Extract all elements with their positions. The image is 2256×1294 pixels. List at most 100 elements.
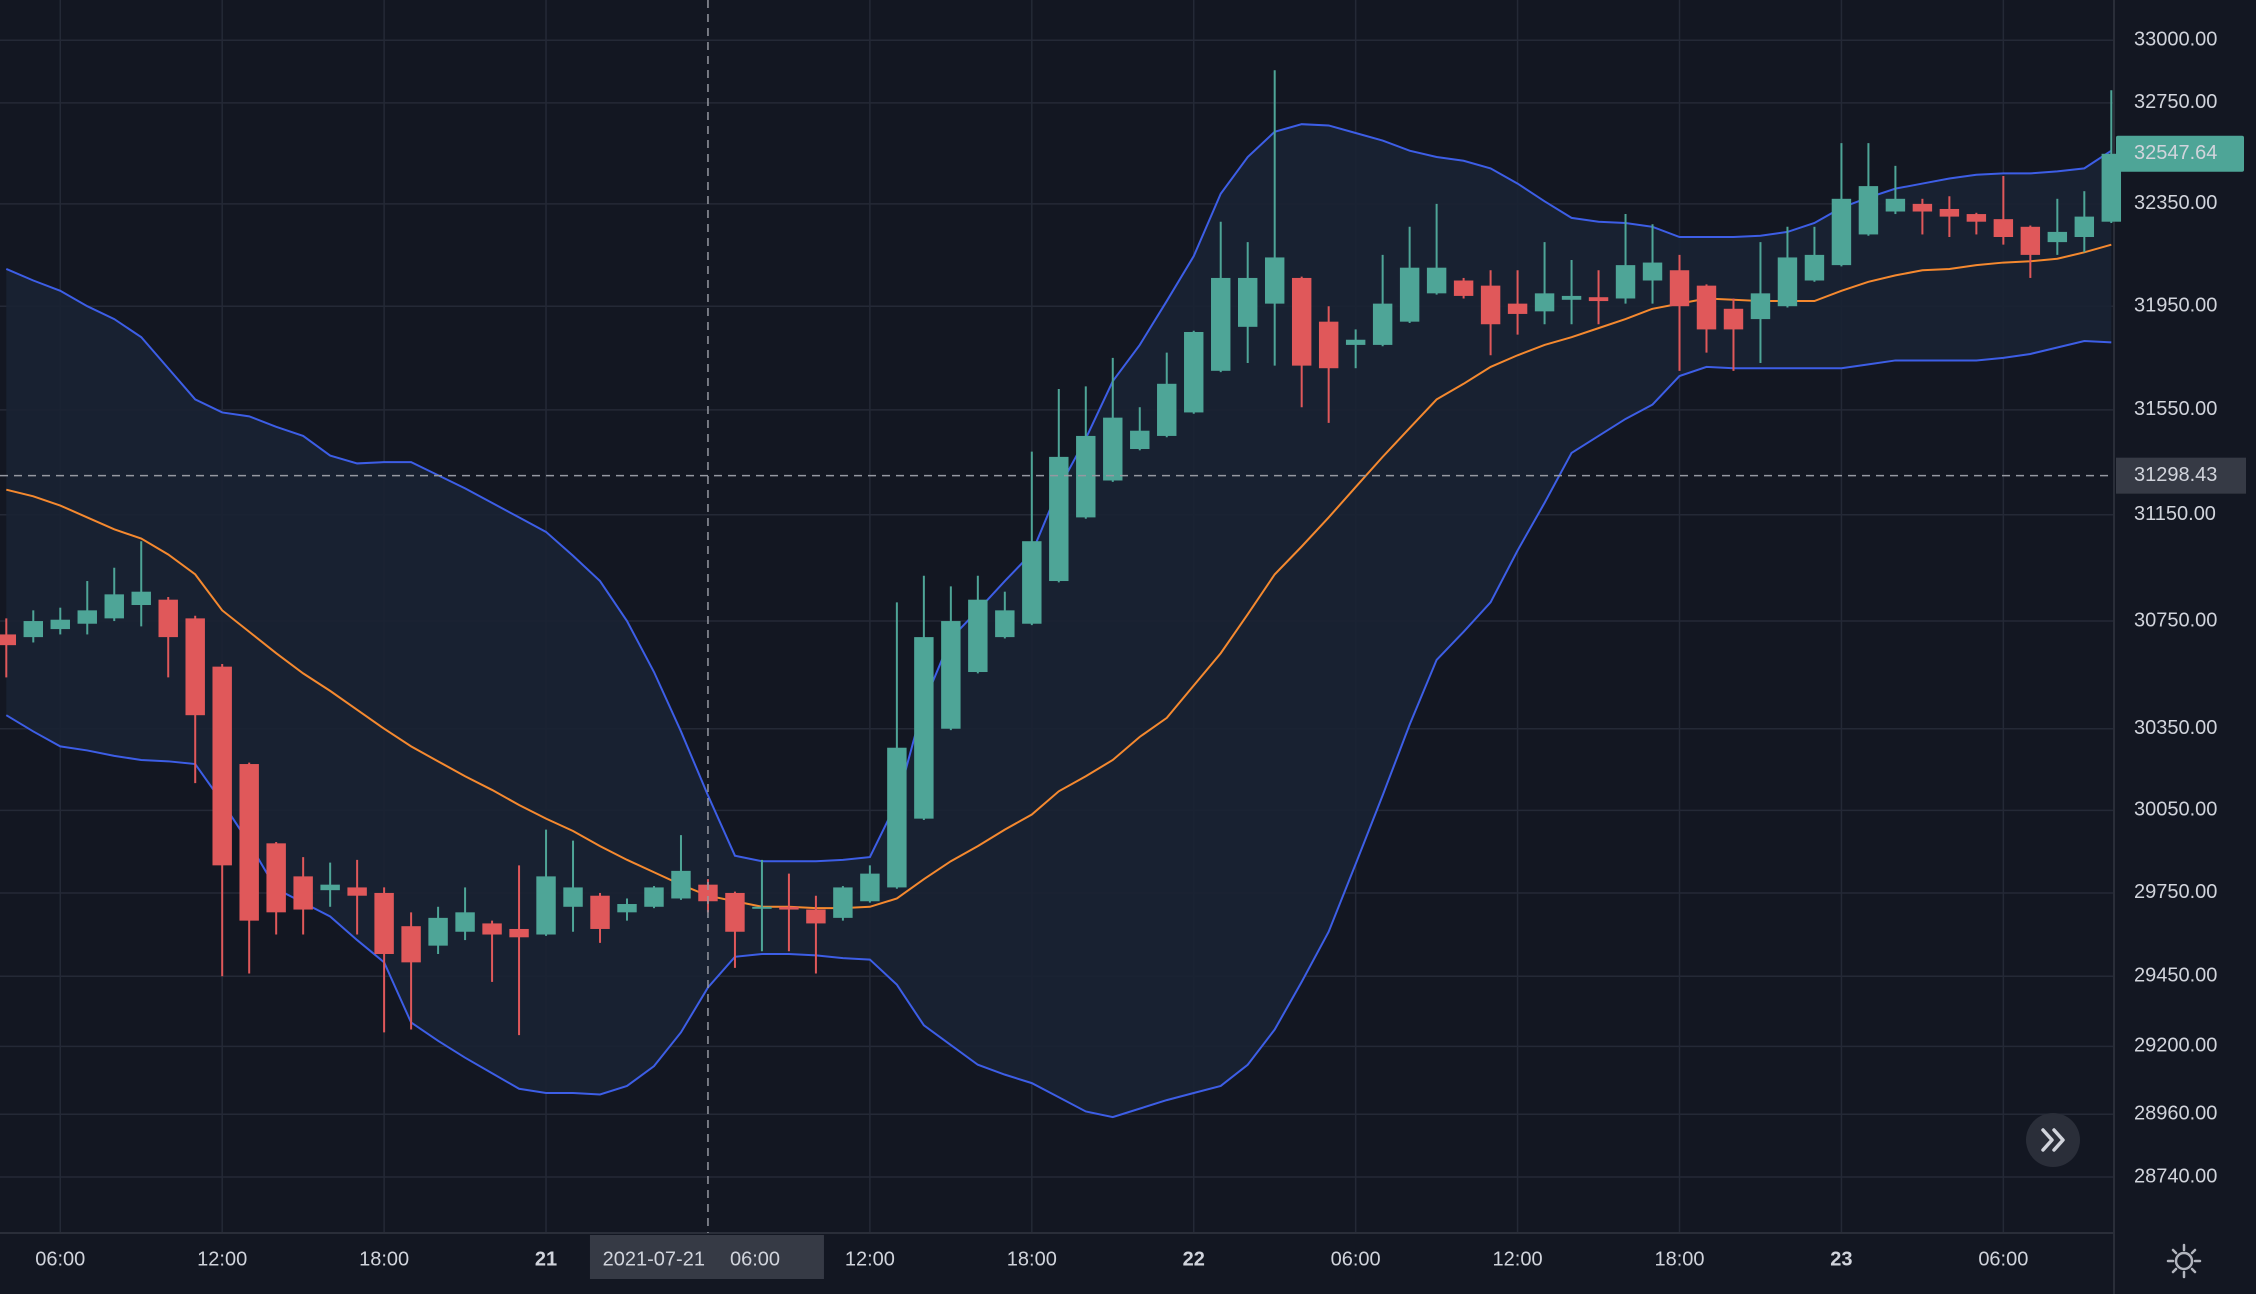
x-tick-label: 06:00 xyxy=(35,1248,85,1270)
candle-body xyxy=(1291,277,1312,366)
x-tick-label: 18:00 xyxy=(359,1248,409,1270)
settings-icon-rays[interactable] xyxy=(2166,1243,2202,1279)
y-tick-label: 28740.00 xyxy=(2134,1165,2217,1187)
settings-icon[interactable] xyxy=(2174,1251,2194,1271)
x-tick-label: 12:00 xyxy=(845,1248,895,1270)
candle-body xyxy=(1615,265,1636,299)
candle-body xyxy=(833,887,853,918)
x-tick-label: 21 xyxy=(535,1248,557,1270)
candle-body xyxy=(1184,331,1204,413)
x-tick-label: 22 xyxy=(1183,1248,1205,1270)
candle-body xyxy=(1076,435,1096,518)
x-tick-label: 12:00 xyxy=(1493,1248,1543,1270)
candle-body xyxy=(1453,280,1474,296)
y-tick-label: 29200.00 xyxy=(2134,1035,2217,1057)
candle-body xyxy=(1022,541,1042,624)
y-tick-label: 33000.00 xyxy=(2134,29,2217,51)
candle-body xyxy=(1399,267,1420,322)
candle-body xyxy=(1507,303,1528,314)
candle-body xyxy=(1426,267,1447,294)
x-tick-label: 06:00 xyxy=(1331,1248,1381,1270)
candle-body xyxy=(779,906,799,910)
y-tick-label: 32750.00 xyxy=(2134,91,2217,113)
lower-band-line xyxy=(5,340,2112,1119)
candle-body xyxy=(509,928,529,938)
crosshair-price-label: 31298.43 xyxy=(2134,464,2217,486)
candle-body xyxy=(671,870,691,899)
candle-body xyxy=(1993,219,2014,237)
candle-body xyxy=(1049,456,1069,582)
candle-body xyxy=(1642,262,1663,281)
candle-body xyxy=(320,884,340,891)
candle-body xyxy=(698,884,718,902)
button-icon[interactable] xyxy=(2041,1128,2065,1152)
candle-body xyxy=(266,843,286,913)
candle-body xyxy=(752,906,772,909)
scroll-to-realtime-button[interactable] xyxy=(2026,1113,2080,1167)
y-tick-label: 30050.00 xyxy=(2134,799,2217,821)
crosshair-time-box xyxy=(589,1235,824,1279)
candle-body xyxy=(428,917,448,946)
candle-body xyxy=(563,887,583,907)
candle-body xyxy=(158,599,178,638)
candle-body xyxy=(1130,430,1150,450)
candle-body xyxy=(1912,203,1933,212)
x-tick-label: 23 xyxy=(1830,1248,1852,1270)
crosshair-time-label: 06:00 xyxy=(730,1248,780,1270)
candle-body xyxy=(1372,303,1393,345)
y-tick-label: 31950.00 xyxy=(2134,294,2217,316)
candle-body xyxy=(1858,186,1879,235)
candle-body xyxy=(1885,198,1906,212)
candle-body xyxy=(1264,257,1285,304)
candle-body xyxy=(77,610,97,624)
x-tick-label: 18:00 xyxy=(1654,1248,1704,1270)
candle-body xyxy=(1669,270,1690,307)
x-tick-label: 06:00 xyxy=(1978,1248,2028,1270)
candle-body xyxy=(104,594,124,619)
candle-body xyxy=(725,892,745,932)
crosshair-date-label: 2021-07-21 xyxy=(603,1248,705,1270)
candle-body xyxy=(536,876,556,935)
y-tick-label: 29450.00 xyxy=(2134,965,2217,987)
candle-body xyxy=(1157,383,1177,436)
band-fill xyxy=(6,124,2112,1118)
x-tick-label: 12:00 xyxy=(197,1248,247,1270)
candle-body xyxy=(860,873,880,902)
candle-body xyxy=(131,591,151,606)
candle-body xyxy=(0,634,17,646)
y-tick-label: 28960.00 xyxy=(2134,1103,2217,1125)
y-tick-label: 30350.00 xyxy=(2134,717,2217,739)
candle-body xyxy=(617,904,637,913)
candle-body xyxy=(1966,214,1987,222)
candle-body xyxy=(2047,231,2068,243)
candle-body xyxy=(239,764,259,921)
candle-body xyxy=(1588,297,1609,302)
candle-body xyxy=(2020,226,2041,255)
candle-body xyxy=(914,637,934,819)
candle-body xyxy=(1561,295,1582,300)
candle-body xyxy=(1750,293,1771,320)
candle-body xyxy=(941,621,961,729)
candle-body xyxy=(50,619,70,630)
candle-body xyxy=(1345,339,1366,345)
settings-button[interactable] xyxy=(2166,1243,2202,1279)
candle-body xyxy=(644,887,664,907)
candle-body xyxy=(401,926,421,963)
y-tick-label: 31550.00 xyxy=(2134,398,2217,420)
candle-body xyxy=(1777,257,1798,307)
candle-body xyxy=(590,895,610,929)
candle-body xyxy=(1480,285,1501,325)
candle-body xyxy=(1696,285,1717,330)
y-tick-label: 32350.00 xyxy=(2134,192,2217,214)
candle-body xyxy=(212,666,232,866)
y-tick-label: 29750.00 xyxy=(2134,881,2217,903)
crosshair-price-box xyxy=(2116,457,2246,494)
candle-body xyxy=(1534,293,1555,312)
last-price-box xyxy=(2116,135,2244,172)
candle-body xyxy=(1723,308,1744,330)
candle-body xyxy=(185,618,205,716)
candle-body xyxy=(995,610,1015,638)
last-price-label: 32547.64 xyxy=(2134,142,2217,164)
